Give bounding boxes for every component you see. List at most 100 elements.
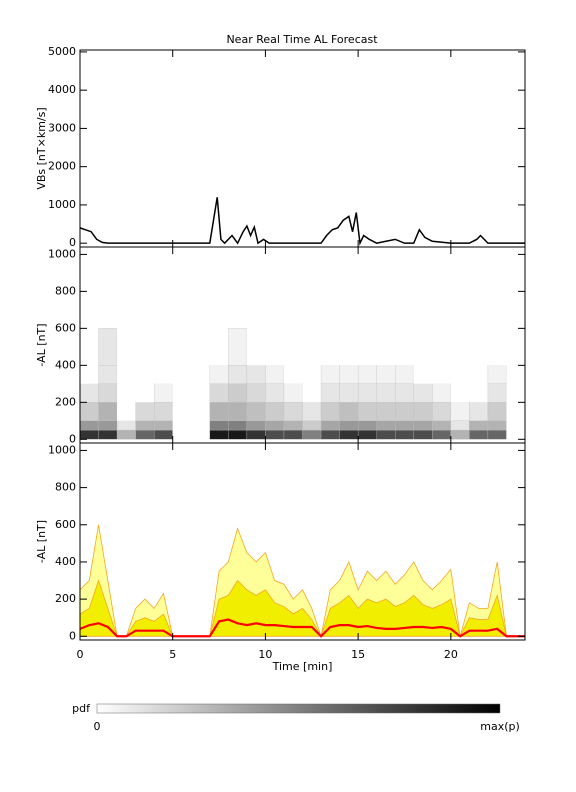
heatmap-cell — [320, 420, 340, 431]
y-tick-label: 0 — [69, 629, 76, 642]
heatmap-cell — [191, 383, 210, 403]
y-tick-label: 4000 — [48, 83, 76, 96]
heatmap-cell — [339, 420, 359, 431]
heatmap-cell — [246, 328, 266, 366]
heatmap-cell — [469, 365, 488, 384]
heatmap-cell — [98, 429, 118, 440]
heatmap-cell — [209, 420, 229, 431]
plot-frame — [79, 49, 526, 248]
heatmap-cell — [228, 365, 248, 384]
heatmap-cell — [506, 383, 525, 403]
y-tick-label: 1000 — [48, 443, 76, 456]
heatmap-cell — [117, 402, 136, 421]
heatmap-cell — [79, 420, 99, 431]
heatmap-cell — [302, 402, 322, 421]
y-tick-label: 3000 — [48, 121, 76, 134]
colorbar-min-label: 0 — [94, 720, 101, 733]
x-tick-label: 15 — [351, 648, 365, 661]
heatmap-cell — [135, 429, 155, 440]
heatmap-cell — [469, 420, 489, 431]
heatmap-cell — [154, 402, 173, 421]
heatmap-cell — [432, 402, 451, 421]
plot-frame — [79, 442, 526, 641]
heatmap-cell — [246, 365, 266, 384]
x-tick-label: 0 — [77, 648, 84, 661]
heatmap-cell — [506, 328, 525, 366]
x-axis-label: Time [min] — [272, 660, 333, 673]
y-tick-label: 200 — [55, 592, 76, 605]
heatmap-cell — [395, 365, 414, 384]
heatmap-cell — [191, 420, 210, 431]
heatmap-cell — [283, 402, 303, 421]
heatmap-cell — [469, 429, 489, 440]
heatmap-cell — [357, 402, 377, 421]
heatmap-cell — [283, 383, 303, 403]
heatmap-cell — [487, 402, 507, 421]
y-tick-label: 0 — [69, 432, 76, 445]
heatmap-cell — [432, 420, 451, 431]
heatmap-cell — [487, 420, 507, 431]
heatmap-cell — [395, 383, 414, 403]
heatmap-cell — [228, 402, 248, 421]
y-tick-label: 800 — [55, 481, 76, 494]
heatmap-cell — [320, 365, 340, 384]
heatmap-cell — [135, 420, 155, 431]
heatmap-cell — [172, 402, 192, 421]
heatmap-cell — [487, 365, 507, 384]
heatmap-cell — [357, 365, 377, 384]
heatmap-cell — [228, 383, 248, 403]
heatmap-cell — [320, 402, 340, 421]
heatmap-cell — [283, 429, 303, 440]
heatmap-cell — [209, 365, 229, 384]
heatmap-cell — [432, 429, 451, 440]
heatmap-cell — [135, 402, 155, 421]
heatmap-cell — [228, 420, 248, 431]
heatmap-cell — [395, 429, 414, 440]
heatmap-cell — [172, 365, 192, 384]
heatmap-cell — [487, 328, 507, 366]
heatmap-cell — [98, 328, 118, 366]
heatmap-cell — [283, 420, 303, 431]
heatmap-cell — [302, 429, 322, 440]
heatmap-cell — [135, 365, 155, 384]
y-axis-label: -AL [nT] — [35, 520, 48, 563]
heatmap-cell — [209, 402, 229, 421]
heatmap-cell — [376, 328, 396, 366]
heatmap-cell — [487, 429, 507, 440]
x-tick-label: 5 — [169, 648, 176, 661]
heatmap-cell — [413, 420, 433, 431]
heatmap-cell — [469, 383, 488, 403]
heatmap-cell — [339, 402, 359, 421]
heatmap-cell — [154, 383, 173, 403]
heatmap-cell — [265, 420, 285, 431]
heatmap-cell — [376, 429, 396, 440]
heatmap-cell — [228, 429, 248, 440]
colorbar — [96, 703, 501, 714]
heatmap-cell — [246, 383, 266, 403]
heatmap-cell — [450, 328, 470, 366]
area-band — [79, 579, 525, 638]
heatmap-cell — [117, 328, 136, 366]
y-tick-label: 5000 — [48, 45, 76, 58]
x-tick-label: 20 — [444, 648, 458, 661]
heatmap-cell — [413, 328, 433, 366]
heatmap-cell — [302, 365, 322, 384]
colorbar-max-label: max(p) — [480, 720, 520, 733]
heatmap-cell — [154, 429, 173, 440]
heatmap-cell — [98, 365, 118, 384]
heatmap-cell — [209, 429, 229, 440]
heatmap-cell — [339, 429, 359, 440]
heatmap-cell — [191, 365, 210, 384]
heatmap-cell — [506, 430, 525, 440]
heatmap-cell — [339, 328, 359, 366]
y-tick-label: 1000 — [48, 247, 76, 260]
heatmap-cell — [191, 430, 210, 440]
heatmap-cell — [191, 328, 210, 366]
heatmap-cell — [209, 328, 229, 366]
heatmap-cell — [172, 383, 192, 403]
heatmap-cell — [246, 402, 266, 421]
heatmap-cell — [395, 402, 414, 421]
heatmap-cell — [339, 365, 359, 384]
heatmap-cell — [265, 365, 285, 384]
